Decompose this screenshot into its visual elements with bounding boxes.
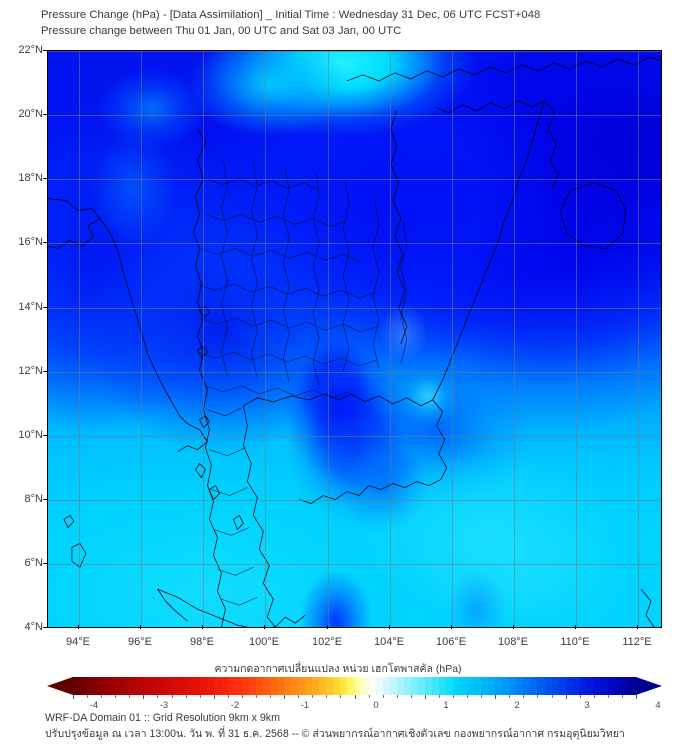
- xtick-label: 94°E: [66, 636, 90, 648]
- page-title: Pressure Change (hPa) - [Data Assimilati…: [41, 8, 671, 39]
- colorbar-minor-tick: [607, 695, 609, 698]
- colorbar-minor-tick: [438, 695, 440, 698]
- ytick-label: 18°N: [18, 172, 43, 184]
- colorbar-tick-label: -3: [159, 700, 169, 711]
- colorbar-major-tick: [354, 695, 356, 699]
- colorbar-major-tick: [495, 695, 497, 699]
- colorbar-minor-tick: [467, 695, 469, 698]
- ytick-label: 10°N: [18, 429, 43, 441]
- colorbar-ticks: -4 -3 -2 -1 0 1 2 3 4: [47, 695, 662, 715]
- colorbar-minor-tick: [312, 695, 314, 698]
- colorbar-minor-tick: [115, 695, 117, 698]
- ytick-label: 8°N: [24, 493, 43, 505]
- colorbar-minor-tick: [410, 695, 412, 698]
- latitude-axis: 22°N 20°N 18°N 16°N 14°N 12°N 10°N 8°N 6…: [0, 44, 47, 633]
- xtick-label: 100°E: [248, 636, 280, 648]
- colorbar-minor-tick: [157, 695, 159, 698]
- footer-line-1: WRF-DA Domain 01 :: Grid Resolution 9km …: [45, 712, 280, 724]
- colorbar-high-extend-arrow: [636, 677, 662, 695]
- xtick-label: 98°E: [190, 636, 214, 648]
- colorbar-tick-label: -1: [300, 700, 310, 711]
- colorbar-tick-label: -4: [89, 700, 99, 711]
- title-line-2: Pressure change between Thu 01 Jan, 00 U…: [41, 24, 402, 37]
- colorbar-minor-tick: [368, 695, 370, 698]
- colorbar-minor-tick: [621, 695, 623, 698]
- colorbar-minor-tick: [171, 695, 173, 698]
- colorbar-minor-tick: [453, 695, 455, 698]
- colorbar-title: ความกดอากาศเปลี่ยนแปลง หน่วย เฮกโตพาสคัล…: [214, 663, 462, 675]
- colorbar-minor-tick: [579, 695, 581, 698]
- colorbar-tick-label: -2: [230, 700, 240, 711]
- colorbar-segments: [73, 677, 636, 695]
- colorbar-minor-tick: [551, 695, 553, 698]
- xtick-label: 102°E: [311, 636, 343, 648]
- colorbar-major-tick: [636, 695, 637, 699]
- colorbar-tick-label: 0: [373, 700, 379, 711]
- colorbar-minor-tick: [396, 695, 398, 698]
- ytick-label: 12°N: [18, 365, 43, 377]
- colorbar-major-tick: [213, 695, 215, 699]
- colorbar-major-tick: [565, 695, 567, 699]
- ytick-label: 20°N: [18, 108, 43, 120]
- colorbar-minor-tick: [255, 695, 257, 698]
- colorbar-tick-label: 4: [655, 700, 661, 711]
- colorbar-minor-tick: [523, 695, 525, 698]
- ytick-label: 6°N: [24, 557, 43, 569]
- ytick-label: 14°N: [18, 301, 43, 313]
- ytick-label: 22°N: [18, 44, 43, 56]
- colorbar-major-tick: [73, 695, 74, 699]
- xtick-label: 110°E: [560, 636, 590, 648]
- colorbar-minor-tick: [199, 695, 201, 698]
- colorbar-minor-tick: [326, 695, 328, 698]
- colorbar-minor-tick: [87, 695, 89, 698]
- ytick-label: 4°N: [24, 621, 43, 633]
- footer: WRF-DA Domain 01 :: Grid Resolution 9km …: [45, 710, 675, 742]
- colorbar-major-tick: [284, 695, 286, 699]
- colorbar-tick-label: 3: [584, 700, 590, 711]
- xtick-label: 106°E: [435, 636, 467, 648]
- colorbar-minor-tick: [537, 695, 539, 698]
- xtick-label: 96°E: [128, 636, 152, 648]
- colorbar: [47, 677, 662, 695]
- coastline-border-overlay: [48, 56, 661, 627]
- footer-line-2: ปรับปรุงข้อมูล ณ เวลา 13:00น. วัน พ. ที่…: [45, 728, 625, 740]
- colorbar-minor-tick: [185, 695, 187, 698]
- colorbar-minor-tick: [481, 695, 483, 698]
- colorbar-minor-tick: [241, 695, 243, 698]
- xtick-label: 108°E: [497, 636, 529, 648]
- ytick-label: 16°N: [18, 236, 43, 248]
- title-line-1: Pressure Change (hPa) - [Data Assimilati…: [41, 9, 541, 21]
- colorbar-minor-tick: [270, 695, 272, 698]
- colorbar-minor-tick: [509, 695, 511, 698]
- xtick-label: 112°E: [622, 636, 652, 648]
- colorbar-tick-label: 2: [514, 700, 520, 711]
- colorbar-minor-tick: [227, 695, 229, 698]
- colorbar-minor-tick: [340, 695, 342, 698]
- colorbar-minor-tick: [101, 695, 103, 698]
- longitude-axis: 94°E 96°E 98°E 100°E 102°E 104°E 106°E 1…: [47, 625, 662, 653]
- colorbar-minor-tick: [382, 695, 384, 698]
- colorbar-minor-tick: [129, 695, 131, 698]
- colorbar-segment: [628, 677, 636, 695]
- colorbar-low-extend-arrow: [47, 677, 73, 695]
- colorbar-major-tick: [424, 695, 426, 699]
- colorbar-tick-label: 1: [443, 700, 449, 711]
- colorbar-minor-tick: [593, 695, 595, 698]
- map-plot-area: [47, 50, 662, 628]
- xtick-label: 104°E: [373, 636, 405, 648]
- colorbar-major-tick: [143, 695, 145, 699]
- pressure-change-field: [48, 51, 661, 627]
- colorbar-minor-tick: [298, 695, 300, 698]
